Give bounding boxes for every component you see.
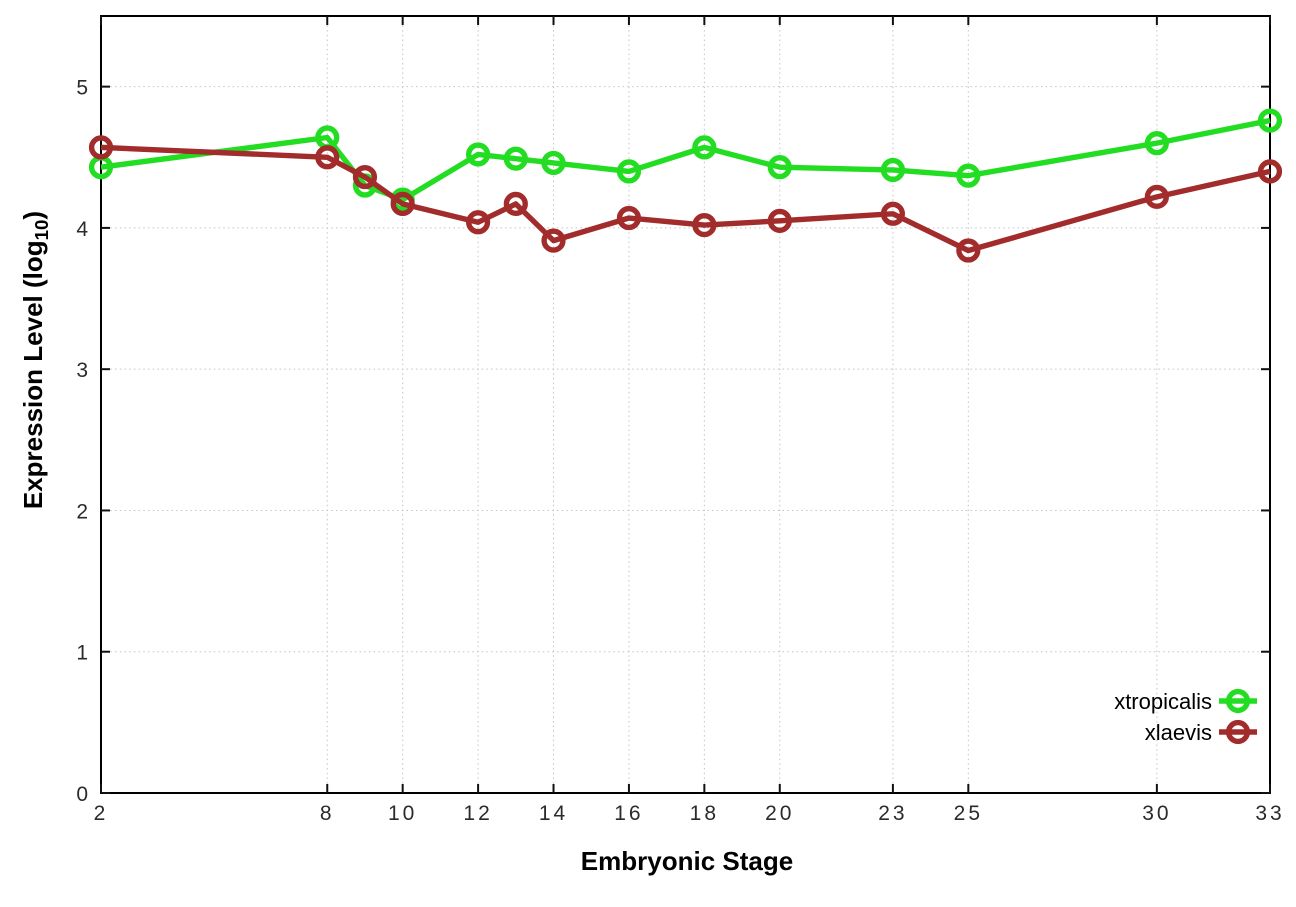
grid [101,16,1270,793]
data-point-xlaevis [541,228,566,253]
x-tick-label: 14 [539,802,568,825]
y-tick-label: 3 [76,359,90,382]
x-tick-label: 25 [954,802,983,825]
data-point-xtropicalis [616,159,642,184]
data-point-xlaevis [390,191,415,216]
data-point-xtropicalis [503,146,528,171]
y-tick-label: 5 [76,77,90,100]
y-tick-label: 0 [76,783,90,806]
series-line-xlaevis [100,144,1271,254]
y-tick-label: 1 [76,642,90,665]
data-point-xlaevis [88,135,114,160]
data-point-xtropicalis [692,135,717,160]
x-tick-label: 16 [614,802,643,825]
legend-sample-point-xtropicalis [1225,688,1251,714]
axis-ticks [100,16,1271,794]
y-tick-label: 4 [76,218,90,241]
data-point-xlaevis [956,238,981,263]
x-tick-label: 8 [320,802,335,825]
y-axis-title-sub: 10 [31,219,53,241]
data-point-xlaevis [880,201,906,226]
data-point-xlaevis [692,212,717,238]
y-axis-title-main: Expression Level (log [18,240,48,510]
series-line-xtropicalis [100,117,1271,203]
data-point-xlaevis [767,208,792,233]
data-point-xlaevis [503,191,528,216]
plot-border [100,15,1271,794]
data-point-xlaevis [352,164,378,190]
y-axis-title: Expression Level (log10) [9,110,57,610]
x-tick-label: 20 [765,802,794,825]
legend: xtropicalis xlaevis [1114,688,1257,745]
series-xtropicalis [88,108,1283,212]
data-point-xtropicalis [465,142,491,167]
y-axis-title-end: ) [18,210,48,220]
x-tick-label: 2 [94,802,109,825]
series-xlaevis [88,135,1283,263]
legend-label-xlaevis: xlaevis [1145,720,1212,745]
legend-sample-point-xlaevis [1225,719,1251,745]
data-point-xlaevis [616,205,642,231]
x-tick-label: 12 [463,802,492,825]
data-point-xlaevis [1144,184,1169,209]
data-point-xtropicalis [1144,131,1169,156]
data-point-xtropicalis [880,157,906,183]
x-axis-title: Embryonic Stage [580,846,794,876]
x-tick-label: 33 [1255,802,1284,825]
x-tick-label: 10 [388,802,417,825]
x-tick-label: 23 [878,802,907,825]
data-point-xtropicalis [541,150,566,176]
y-tick-label: 2 [76,500,90,523]
data-point-xlaevis [465,210,491,235]
data-point-xlaevis [315,145,340,170]
data-point-xtropicalis [767,155,792,180]
data-point-xtropicalis [956,163,981,188]
x-tick-label: 30 [1142,802,1171,825]
legend-label-xtropicalis: xtropicalis [1114,689,1212,714]
data-point-xlaevis [1257,159,1283,184]
x-tick-label: 18 [690,802,719,825]
data-point-xtropicalis [1257,108,1283,133]
